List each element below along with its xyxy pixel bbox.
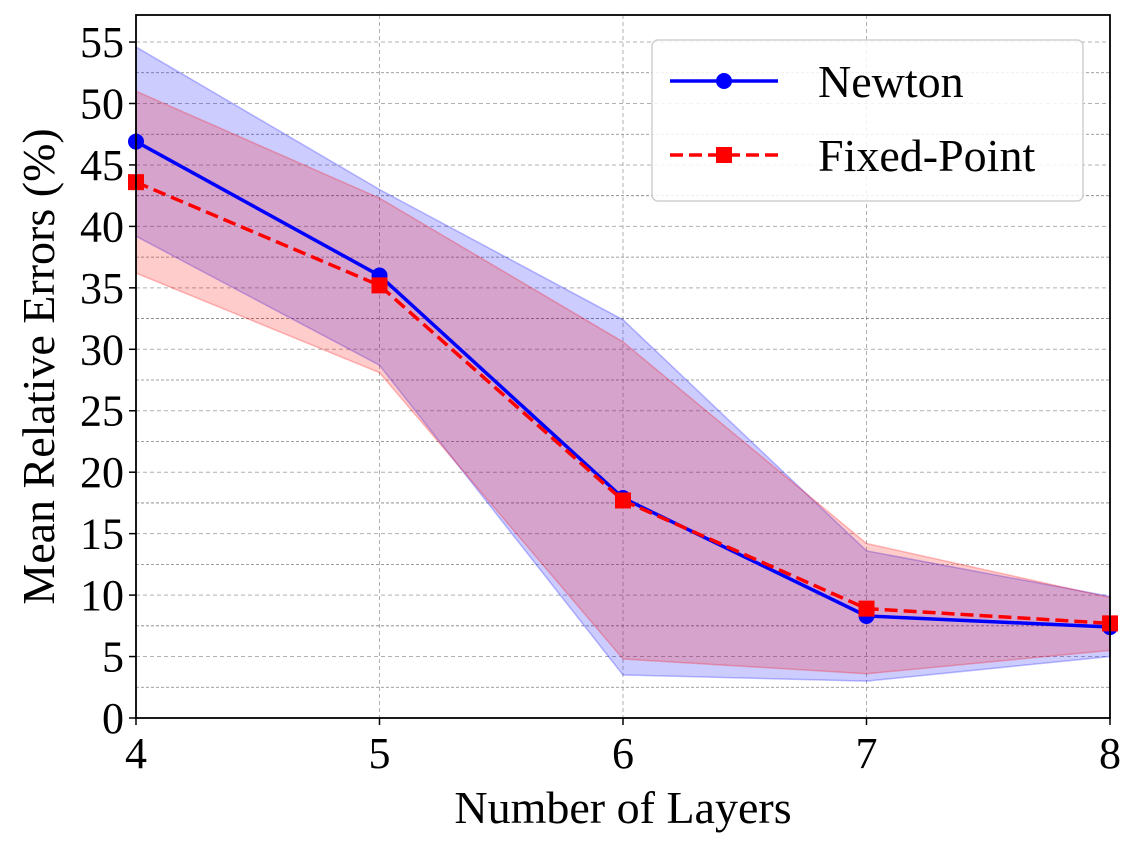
- y-tick-label: 35: [80, 264, 124, 313]
- x-axis-label: Number of Layers: [454, 782, 791, 833]
- y-tick-label: 15: [80, 510, 124, 559]
- legend-label: Newton: [818, 56, 964, 107]
- y-tick-label: 30: [80, 325, 124, 374]
- data-point: [371, 277, 388, 294]
- y-tick-label: 20: [80, 448, 124, 497]
- y-tick-label: 0: [102, 694, 124, 743]
- x-tick-label: 4: [125, 729, 147, 778]
- legend: Newton Fixed-Point: [651, 39, 1084, 202]
- y-tick-label: 25: [80, 387, 124, 436]
- series-markers: [128, 133, 1118, 636]
- data-point: [858, 600, 875, 617]
- y-tick-label: 40: [80, 202, 124, 251]
- y-tick-label: 55: [80, 18, 124, 67]
- y-tick-label: 50: [80, 79, 124, 128]
- legend-label: Fixed-Point: [818, 130, 1035, 181]
- x-tick-label: 6: [612, 729, 634, 778]
- x-tick-label: 5: [369, 729, 391, 778]
- x-tick-label: 7: [856, 729, 878, 778]
- y-tick-label: 10: [80, 571, 124, 620]
- legend-marker: [716, 147, 732, 163]
- data-point: [615, 492, 631, 509]
- y-tick-label: 45: [80, 141, 124, 190]
- x-tick-label: 8: [1099, 729, 1121, 778]
- legend-marker: [716, 73, 732, 89]
- y-tick-label: 5: [102, 633, 124, 682]
- y-axis-label: Mean Relative Errors (%): [13, 128, 64, 604]
